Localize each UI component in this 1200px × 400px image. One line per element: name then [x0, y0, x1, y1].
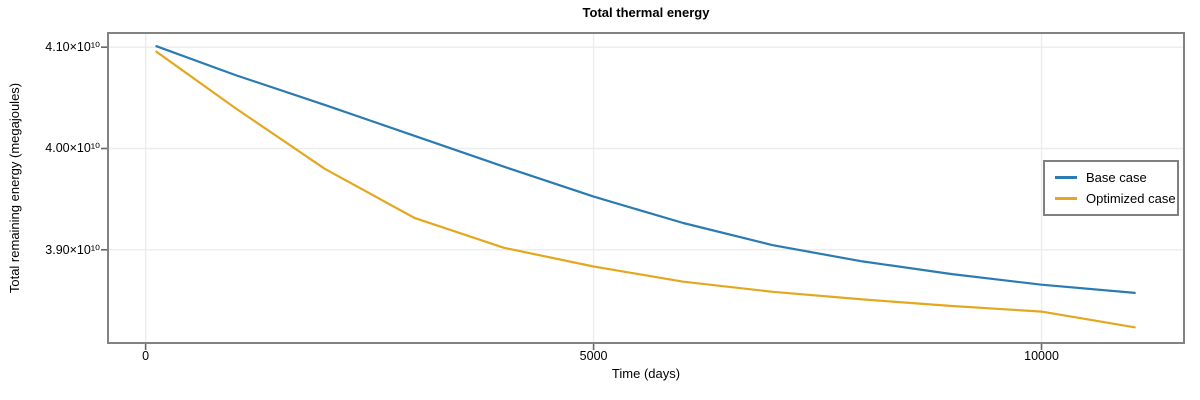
legend-entry-optimized-case: Optimized case: [1055, 191, 1176, 206]
x-tick-label: 0: [142, 349, 150, 363]
optimized-case-line-swatch: [1055, 197, 1077, 200]
y-tick-label: 4.10×10¹⁰: [45, 40, 100, 55]
legend-label-optimized-case: Optimized case: [1086, 191, 1176, 206]
plot-border: [107, 32, 1185, 344]
base-case-line-swatch: [1055, 176, 1077, 179]
legend-entry-base-case: Base case: [1055, 170, 1167, 185]
chart-title: Total thermal energy: [582, 5, 710, 20]
y-axis-label: Total remaining energy (megajoules): [7, 82, 22, 294]
series-line-base-case: [155, 45, 1136, 294]
y-tick-label: 4.00×10¹⁰: [45, 141, 100, 156]
x-axis-label: Time (days): [611, 366, 681, 381]
y-tick-label: 3.90×10¹⁰: [45, 242, 100, 257]
x-tick-label: 10000: [1024, 349, 1059, 363]
series-line-optimized-case: [155, 50, 1136, 329]
x-tick-label: 5000: [579, 349, 608, 363]
legend-label-base-case: Base case: [1086, 170, 1147, 185]
legend: Base case Optimized case: [1043, 160, 1179, 216]
